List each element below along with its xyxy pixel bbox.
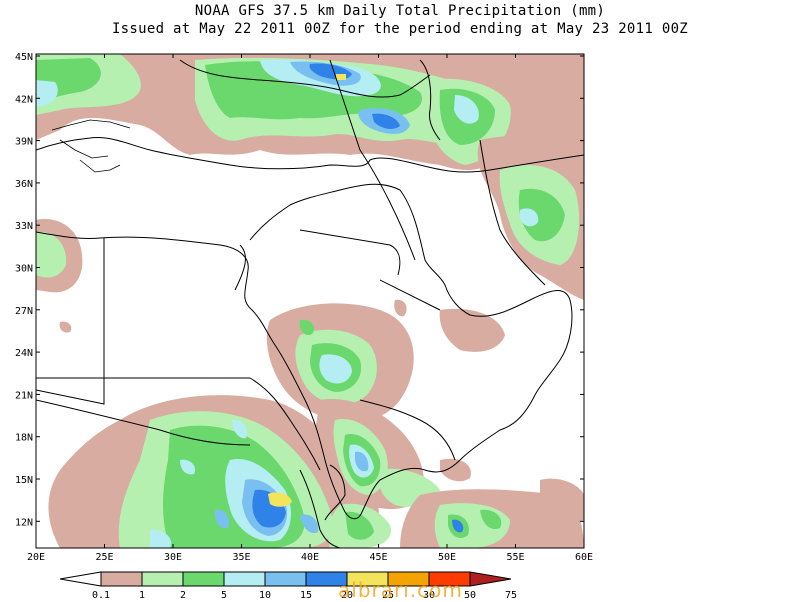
precip-fields <box>36 54 584 548</box>
latitude-label: 39N <box>15 137 33 148</box>
latitude-label: 15N <box>15 475 33 486</box>
colorbar-segment <box>141 571 184 587</box>
colorbar-label: 1 <box>139 590 145 600</box>
colorbar <box>59 571 512 587</box>
latitude-label: 12N <box>15 517 33 528</box>
longitude-label: 25E <box>95 552 113 563</box>
colorbar-segment <box>469 571 512 587</box>
colorbar-label: 25 <box>382 590 394 600</box>
latitude-label: 18N <box>15 433 33 444</box>
longitude-label: 30E <box>164 552 182 563</box>
latitude-label: 36N <box>15 179 33 190</box>
longitude-label: 20E <box>27 552 45 563</box>
colorbar-label: 30 <box>423 590 435 600</box>
longitude-ticks <box>35 54 585 548</box>
latitude-label: 21N <box>15 390 33 401</box>
colorbar-label: 15 <box>300 590 312 600</box>
colorbar-label: 10 <box>259 590 271 600</box>
latitude-label: 45N <box>15 52 33 63</box>
colorbar-label: 0.1 <box>92 590 110 600</box>
colorbar-segment <box>264 571 307 587</box>
longitude-label: 55E <box>506 552 524 563</box>
colorbar-segment <box>223 571 266 587</box>
colorbar-label: 2 <box>180 590 186 600</box>
coastlines-borders <box>36 59 584 548</box>
colorbar-segment <box>59 571 102 587</box>
longitude-label: 60E <box>575 552 593 563</box>
longitude-labels: 20E 25E 30E 35E 40E 45E 50E 55E 60E <box>27 552 593 563</box>
latitude-label: 33N <box>15 221 33 232</box>
longitude-label: 40E <box>301 552 319 563</box>
latitude-label: 42N <box>15 94 33 105</box>
longitude-label: 45E <box>369 552 387 563</box>
watermark-text: albrari.com <box>338 578 463 602</box>
map-subtitle: Issued at May 22 2011 00Z for the period… <box>111 21 689 37</box>
colorbar-label: 75 <box>505 590 517 600</box>
colorbar-label: 5 <box>221 590 227 600</box>
colorbar-label: 50 <box>464 590 476 600</box>
latitude-labels: 45N 42N 39N 36N 33N 30N 27N 24N 21N 18N 15N 12N <box>15 52 33 528</box>
latitude-label: 27N <box>15 306 33 317</box>
longitude-label: 35E <box>232 552 250 563</box>
colorbar-segment <box>100 571 143 587</box>
map-title: NOAA GFS 37.5 km Daily Total Precipitati… <box>194 3 606 19</box>
colorbar-labels: 0.1 1 2 5 10 15 20 25 30 50 75 <box>92 590 517 600</box>
latitude-label: 30N <box>15 264 33 275</box>
colorbar-segment <box>182 571 225 587</box>
colorbar-label: 20 <box>341 590 353 600</box>
latitude-label: 24N <box>15 348 33 359</box>
longitude-label: 50E <box>438 552 456 563</box>
latitude-ticks <box>36 55 584 522</box>
